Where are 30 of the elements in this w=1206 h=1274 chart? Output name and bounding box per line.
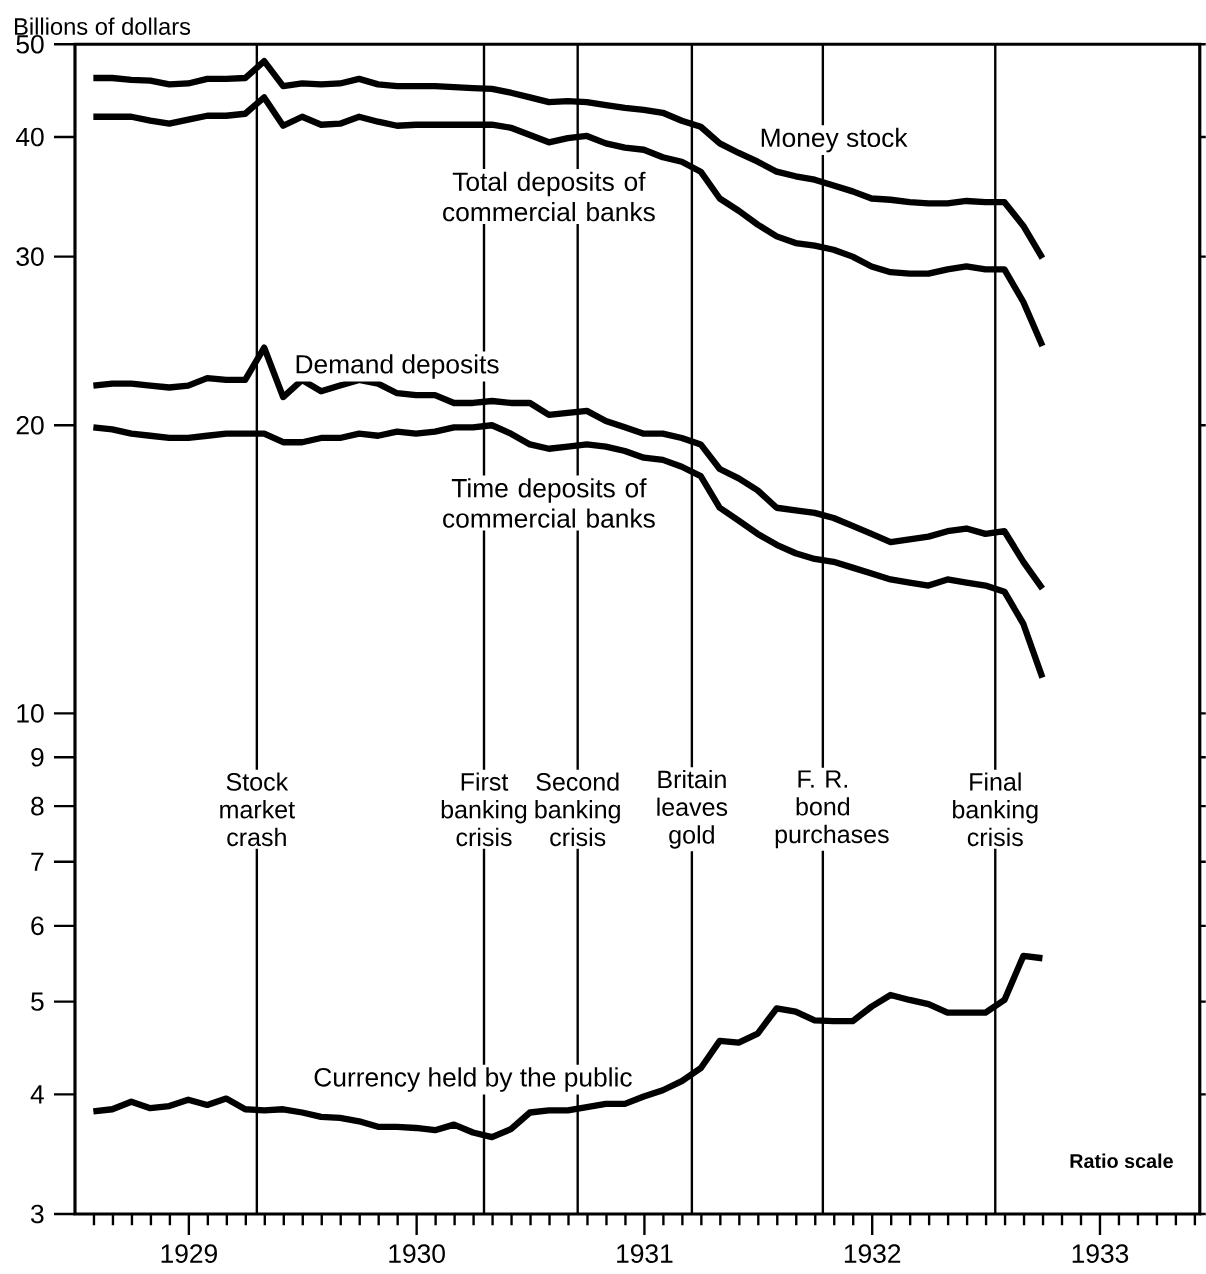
series-label: Total deposits of commercial banks (443, 171, 655, 222)
y-tick-label: 9 (31, 747, 44, 767)
y-tick-label: 3 (31, 1204, 44, 1224)
series-label: Time deposits of commercial banks (443, 478, 655, 528)
ref-line-label: Final banking crisis (953, 772, 1038, 847)
y-tick-label: 40 (16, 127, 44, 147)
ref-line-label: Stock market crash (220, 772, 296, 847)
x-tick-label: 1930 (389, 1244, 446, 1263)
y-tick-label: 5 (31, 992, 44, 1011)
annotation: Ratio scale (1070, 1153, 1174, 1169)
x-tick-label: 1932 (845, 1244, 901, 1263)
x-tick-label: 1933 (1072, 1244, 1129, 1263)
series-label: Currency held by the public (314, 1067, 632, 1092)
y-tick-label: 6 (31, 916, 44, 936)
ref-line-label: First banking crisis (441, 772, 527, 847)
y-axis-title: Billions of dollars (15, 17, 191, 35)
x-tick-label: 1931 (617, 1244, 673, 1263)
series-label: Demand deposits (296, 354, 499, 379)
ref-line-label: Britain leaves gold (657, 769, 728, 849)
y-tick-label: 10 (17, 704, 44, 723)
y-tick-label: 7 (31, 852, 44, 871)
y-tick-label: 50 (16, 34, 44, 54)
ref-line-label: F. R. bond purchases (775, 770, 889, 849)
y-tick-label: 20 (16, 415, 44, 435)
series-label: Money stock (761, 127, 908, 153)
x-tick-label: 1929 (161, 1244, 218, 1263)
y-tick-label: 4 (30, 1085, 45, 1104)
ref-line-label: Second banking crisis (535, 772, 621, 847)
y-tick-label: 30 (16, 247, 44, 266)
y-tick-label: 8 (31, 796, 44, 816)
